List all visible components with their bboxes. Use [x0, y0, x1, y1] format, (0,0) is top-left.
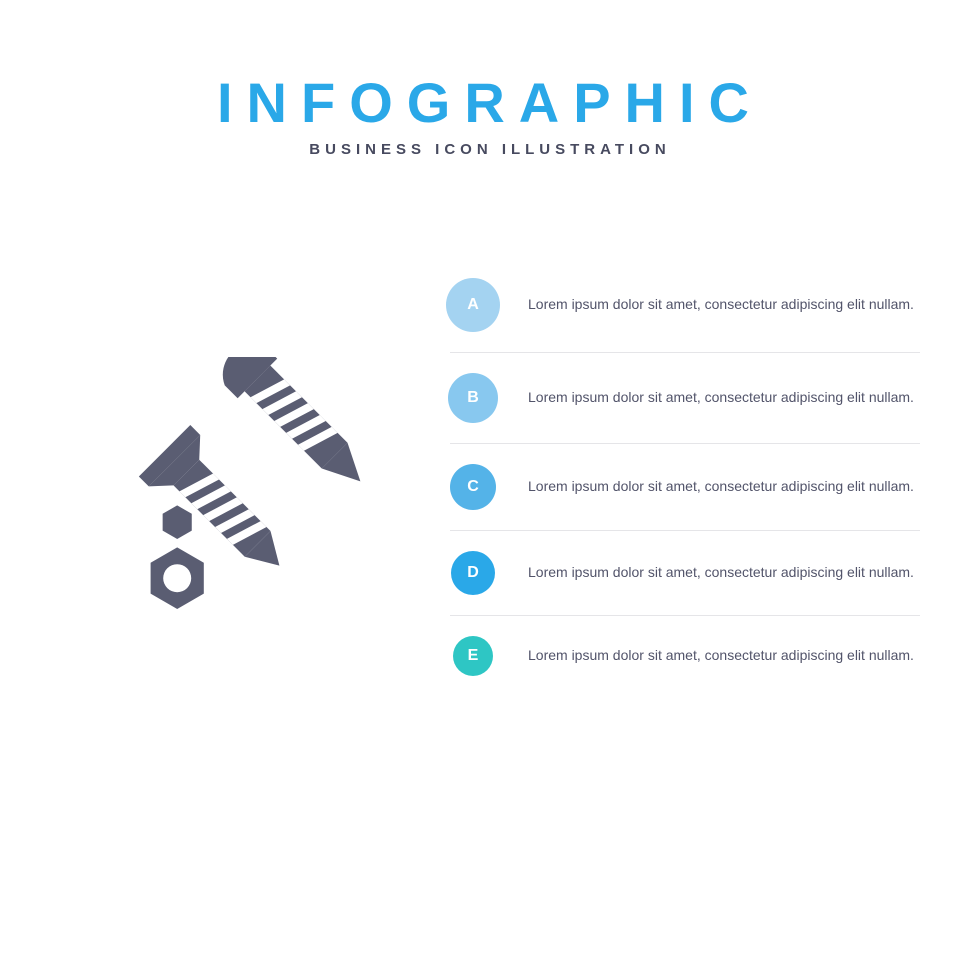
- content-area: A Lorem ipsum dolor sit amet, consectetu…: [0, 278, 980, 716]
- step-badge-d: D: [451, 551, 495, 595]
- step-item: C Lorem ipsum dolor sit amet, consectetu…: [450, 464, 920, 531]
- step-text: Lorem ipsum dolor sit amet, consectetur …: [528, 645, 914, 667]
- step-text: Lorem ipsum dolor sit amet, consectetur …: [528, 387, 914, 409]
- step-badge-a: A: [446, 278, 500, 332]
- steps-list: A Lorem ipsum dolor sit amet, consectetu…: [440, 278, 920, 716]
- screws-nuts-icon: [110, 357, 390, 637]
- step-item: E Lorem ipsum dolor sit amet, consectetu…: [450, 636, 920, 696]
- step-badge-e: E: [453, 636, 493, 676]
- step-item: A Lorem ipsum dolor sit amet, consectetu…: [450, 278, 920, 353]
- header: INFOGRAPHIC BUSINESS ICON ILLUSTRATION: [0, 0, 980, 158]
- step-text: Lorem ipsum dolor sit amet, consectetur …: [528, 294, 914, 316]
- page-subtitle: BUSINESS ICON ILLUSTRATION: [0, 141, 980, 158]
- page-title: INFOGRAPHIC: [0, 70, 980, 135]
- step-text: Lorem ipsum dolor sit amet, consectetur …: [528, 476, 914, 498]
- main-icon-area: [60, 278, 440, 716]
- step-text: Lorem ipsum dolor sit amet, consectetur …: [528, 562, 914, 584]
- step-item: D Lorem ipsum dolor sit amet, consectetu…: [450, 551, 920, 616]
- step-badge-b: B: [448, 373, 498, 423]
- step-item: B Lorem ipsum dolor sit amet, consectetu…: [450, 373, 920, 444]
- step-badge-c: C: [450, 464, 496, 510]
